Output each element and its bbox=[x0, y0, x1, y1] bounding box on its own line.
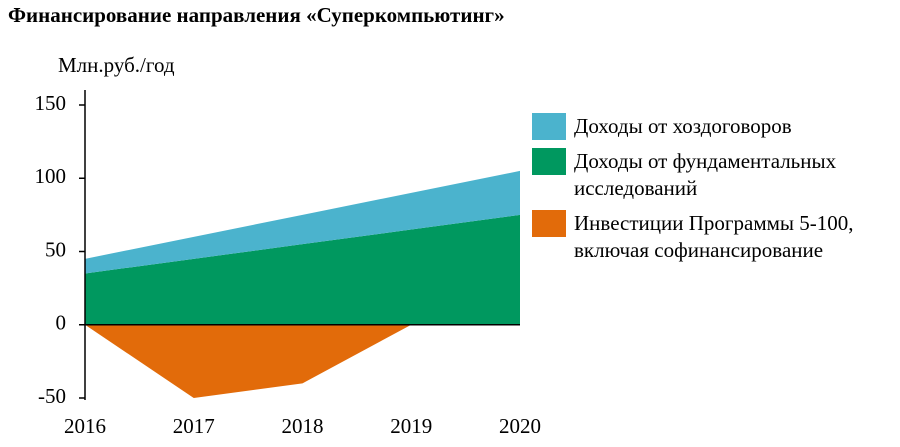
legend-label: Инвестиции Программы 5-100, включая софи… bbox=[574, 211, 854, 262]
legend-item: Инвестиции Программы 5-100, включая софи… bbox=[532, 210, 892, 264]
area bbox=[85, 324, 520, 398]
legend-item: Доходы от хоздоговоров bbox=[532, 113, 892, 140]
x-tick-label: 2017 bbox=[173, 414, 215, 438]
x-tick-label: 2020 bbox=[499, 414, 541, 438]
legend-swatch bbox=[532, 210, 566, 237]
legend-label: Доходы от хоздоговоров bbox=[574, 114, 792, 138]
y-tick-label: 100 bbox=[35, 164, 67, 188]
chart-title: Финансирование направления «Суперкомпьют… bbox=[8, 3, 505, 27]
legend-swatch bbox=[532, 113, 566, 140]
y-axis-label: Млн.руб./год bbox=[58, 53, 175, 77]
y-tick-label: 50 bbox=[45, 237, 66, 261]
x-tick-label: 2018 bbox=[282, 414, 324, 438]
x-tick-label: 2019 bbox=[390, 414, 432, 438]
legend-item: Доходы от фундаментальных исследований bbox=[532, 148, 892, 202]
y-tick-label: -50 bbox=[38, 384, 66, 408]
y-tick-label: 0 bbox=[56, 311, 67, 335]
legend-swatch bbox=[532, 148, 566, 175]
area bbox=[85, 170, 520, 274]
area bbox=[85, 214, 520, 325]
x-tick-label: 2016 bbox=[64, 414, 106, 438]
y-tick-label: 150 bbox=[35, 91, 67, 115]
legend: Доходы от хоздоговоров Доходы от фундамен… bbox=[532, 113, 892, 272]
legend-label: Доходы от фундаментальных исследований bbox=[574, 149, 837, 200]
